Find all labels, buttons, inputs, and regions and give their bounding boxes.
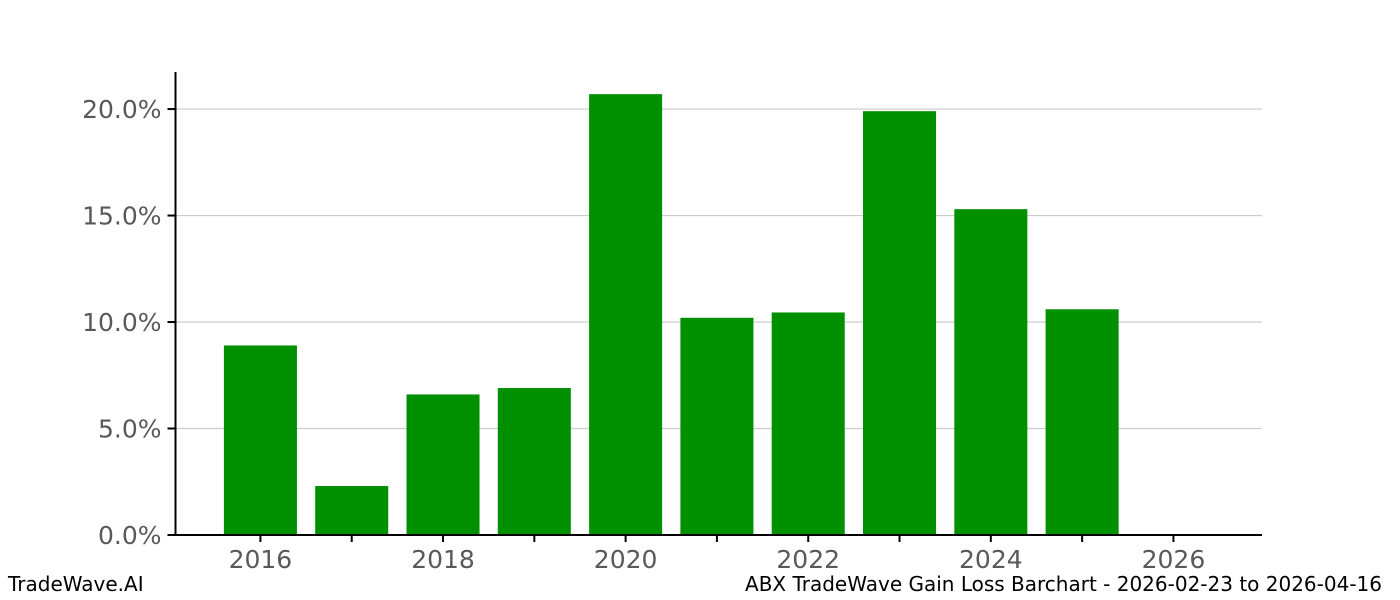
bar-2025 — [1045, 309, 1119, 535]
chart-caption: ABX TradeWave Gain Loss Barchart - 2026-… — [745, 572, 1382, 596]
brand-watermark: TradeWave.AI — [8, 572, 144, 596]
x-tick-label: 2022 — [776, 545, 840, 574]
x-tick-label: 2016 — [229, 545, 293, 574]
x-tick-label: 2020 — [594, 545, 658, 574]
y-tick-label: 15.0% — [82, 202, 161, 231]
bar-2019 — [497, 388, 571, 535]
x-tick-label: 2018 — [411, 545, 475, 574]
bar-2024 — [954, 209, 1028, 536]
bar-2021 — [680, 317, 754, 535]
bar-2018 — [406, 394, 480, 535]
x-tick-label: 2024 — [959, 545, 1023, 574]
x-tick-label: 2026 — [1142, 545, 1206, 574]
bar-2020 — [589, 94, 663, 535]
bar-2017 — [315, 486, 389, 535]
bar-2022 — [771, 312, 845, 535]
bar-2023 — [863, 111, 937, 535]
y-tick-label: 20.0% — [82, 95, 161, 124]
bar-2016 — [223, 345, 297, 535]
y-tick-label: 10.0% — [82, 308, 161, 337]
y-tick-label: 5.0% — [98, 415, 162, 444]
y-tick-label: 0.0% — [98, 521, 162, 550]
